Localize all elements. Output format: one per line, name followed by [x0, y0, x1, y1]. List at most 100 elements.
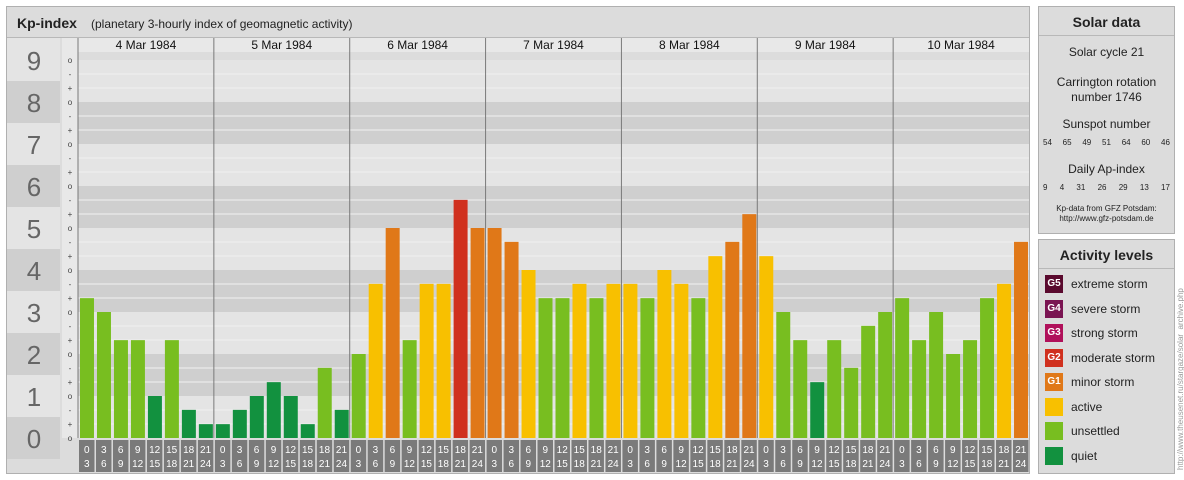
- y-tick-label: 1: [27, 382, 41, 412]
- hour-start-label: 21: [743, 445, 755, 456]
- kp-bar: [385, 228, 400, 438]
- level-swatch: [1045, 422, 1063, 440]
- kp-bar: [487, 228, 502, 438]
- hour-cell: [775, 440, 791, 472]
- hour-cell: [605, 440, 621, 472]
- chart-subtitle: (planetary 3-hourly index of geomagnetic…: [91, 17, 353, 31]
- minor-mark: +: [68, 420, 73, 429]
- hour-end-label: 18: [845, 459, 857, 470]
- level-item: G2 moderate storm: [1045, 348, 1155, 368]
- y-tick-label: 5: [27, 214, 41, 244]
- hour-start-label: 12: [285, 445, 297, 456]
- day-label: 6 Mar 1984: [387, 38, 448, 52]
- level-label: strong storm: [1071, 326, 1138, 340]
- kp-bar: [215, 424, 230, 438]
- hour-start-label: 12: [828, 445, 840, 456]
- kp-bar: [793, 340, 808, 438]
- hour-end-label: 9: [797, 459, 803, 470]
- minor-mark: o: [68, 434, 73, 443]
- hour-start-label: 3: [916, 445, 922, 456]
- day-label: 4 Mar 1984: [116, 38, 177, 52]
- level-swatch: G1: [1045, 373, 1063, 391]
- hour-cell: [792, 440, 808, 472]
- kp-bar: [232, 409, 247, 438]
- hour-end-label: 6: [780, 459, 786, 470]
- level-label: extreme storm: [1071, 277, 1148, 291]
- hour-end-label: 24: [879, 459, 891, 470]
- minor-mark: o: [68, 98, 73, 107]
- hour-start-label: 9: [678, 445, 684, 456]
- ap-values: 9 4 31 26 29 13 17: [1043, 183, 1170, 192]
- kp-bar: [810, 382, 825, 438]
- hour-start-label: 6: [797, 445, 803, 456]
- hour-start-label: 6: [933, 445, 939, 456]
- kp-bar: [130, 340, 145, 438]
- hour-cell: [401, 440, 418, 472]
- minor-mark: o: [68, 308, 73, 317]
- hour-start-label: 3: [644, 445, 650, 456]
- y-cell: [7, 375, 60, 417]
- hour-cell: [197, 440, 214, 472]
- hour-start-label: 18: [183, 445, 195, 456]
- y-cell: [7, 291, 60, 333]
- hour-end-label: 21: [183, 459, 195, 470]
- ap-value: 17: [1161, 183, 1170, 192]
- minor-mark: o: [68, 392, 73, 401]
- kp-bar-chart: 0123456789o+-o+-o+-o+-o+-o+-o+-o+-o+-o4 …: [7, 38, 1029, 472]
- kp-bar: [80, 298, 94, 438]
- hour-cell: [486, 440, 503, 472]
- minor-mark: +: [68, 126, 73, 135]
- kp-bar: [946, 354, 961, 438]
- band: [78, 270, 1029, 312]
- level-label: minor storm: [1071, 375, 1135, 389]
- hour-end-label: 18: [710, 459, 722, 470]
- hour-cell: [180, 440, 197, 472]
- minor-mark: +: [68, 210, 73, 219]
- carrington-line1: Carrington rotation: [1056, 75, 1157, 89]
- level-item: active: [1045, 397, 1102, 417]
- kp-bar: [266, 382, 281, 438]
- minor-mark: -: [69, 112, 72, 121]
- hour-start-label: 15: [845, 445, 857, 456]
- hour-end-label: 12: [947, 459, 959, 470]
- sunspot-values: 54 65 49 51 64 60 46: [1043, 138, 1170, 147]
- kp-bar: [96, 312, 111, 438]
- hour-start-label: 0: [627, 445, 633, 456]
- hour-start-label: 18: [455, 445, 467, 456]
- hour-cell: [673, 440, 689, 472]
- y-cell: [7, 81, 60, 123]
- kp-bar: [538, 298, 553, 438]
- level-swatch: G3: [1045, 324, 1063, 342]
- kp-bar: [776, 312, 791, 438]
- hour-start-label: 15: [438, 445, 450, 456]
- hour-cell: [520, 440, 537, 472]
- kp-bar: [861, 325, 876, 438]
- hour-start-label: 18: [727, 445, 739, 456]
- hour-cell: [979, 440, 995, 472]
- band: [78, 144, 1029, 186]
- solar-data-title: Solar data: [1039, 7, 1174, 36]
- hour-start-label: 3: [237, 445, 243, 456]
- hour-end-label: 24: [336, 459, 348, 470]
- hour-end-label: 3: [492, 459, 498, 470]
- hour-cell: [231, 440, 248, 472]
- hour-start-label: 21: [608, 445, 620, 456]
- hour-cell: [741, 440, 757, 472]
- hour-cell: [622, 440, 638, 472]
- kp-bar: [521, 270, 536, 438]
- hour-start-label: 12: [421, 445, 433, 456]
- hour-end-label: 15: [421, 459, 433, 470]
- kp-bar: [181, 409, 196, 438]
- kp-bar: [589, 298, 604, 438]
- hour-end-label: 24: [200, 459, 212, 470]
- kp-bar: [249, 396, 264, 438]
- hour-cell: [282, 440, 299, 472]
- hour-cell: [112, 440, 129, 472]
- minor-mark: +: [68, 84, 73, 93]
- kp-bar: [419, 283, 434, 438]
- hour-cell: [639, 440, 655, 472]
- level-item: G4 severe storm: [1045, 299, 1140, 319]
- minor-mark: -: [69, 406, 72, 415]
- sunspot-label: Sunspot number: [1062, 117, 1151, 131]
- hour-cell: [571, 440, 587, 472]
